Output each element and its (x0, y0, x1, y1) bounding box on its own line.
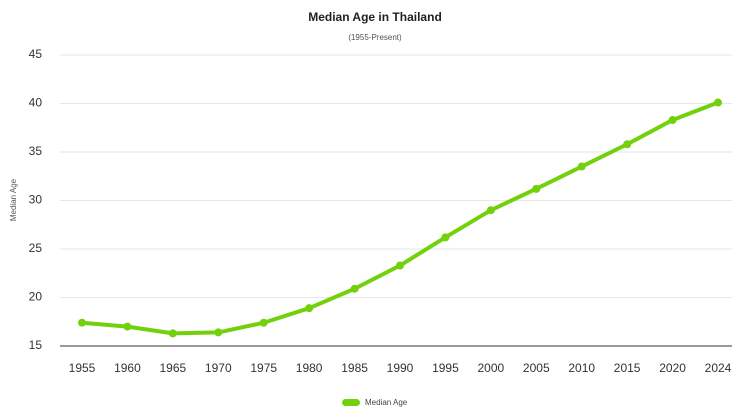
x-tick-label: 1985 (341, 361, 368, 375)
data-point (714, 98, 722, 107)
chart-subtitle: (1955-Present) (348, 33, 402, 42)
x-tick-label: 2010 (568, 361, 595, 375)
x-tick-label: 2000 (478, 361, 505, 375)
x-tick-label: 1980 (296, 361, 323, 375)
data-point (123, 322, 132, 331)
data-point (623, 140, 632, 149)
x-tick-label: 1970 (205, 361, 232, 375)
x-tick-label: 1965 (160, 361, 187, 375)
data-point (441, 233, 450, 242)
x-tick-label: 2020 (659, 361, 686, 375)
x-tick-label: 2024 (705, 361, 732, 375)
legend-marker (342, 399, 360, 406)
x-tick-label: 1995 (432, 361, 459, 375)
data-point (214, 328, 223, 337)
data-point (259, 318, 268, 327)
data-point (486, 206, 495, 215)
x-tick-label: 1955 (69, 361, 96, 375)
data-point (168, 329, 177, 338)
x-tick-label: 1975 (250, 361, 277, 375)
y-tick-label: 40 (29, 96, 43, 110)
chart-title: Median Age in Thailand (308, 10, 442, 24)
x-tick-label: 2015 (614, 361, 641, 375)
y-tick-label: 25 (29, 241, 43, 255)
data-point (532, 184, 541, 193)
y-tick-label: 45 (29, 47, 43, 61)
y-tick-label: 35 (29, 144, 43, 158)
data-line (81, 100, 719, 336)
x-tick-label: 2005 (523, 361, 550, 375)
y-tick-label: 20 (29, 290, 43, 304)
legend-label: Median Age (365, 398, 408, 407)
y-tick-label: 15 (29, 338, 43, 352)
data-point (668, 115, 677, 124)
data-point (78, 318, 86, 327)
y-axis-label: Median Age (9, 178, 18, 221)
x-tick-label: 1960 (114, 361, 141, 375)
x-tick-label: 1990 (387, 361, 414, 375)
data-point (577, 162, 586, 171)
data-point (350, 284, 359, 293)
data-point (396, 261, 404, 270)
data-point (305, 304, 314, 313)
y-tick-label: 30 (29, 193, 43, 207)
